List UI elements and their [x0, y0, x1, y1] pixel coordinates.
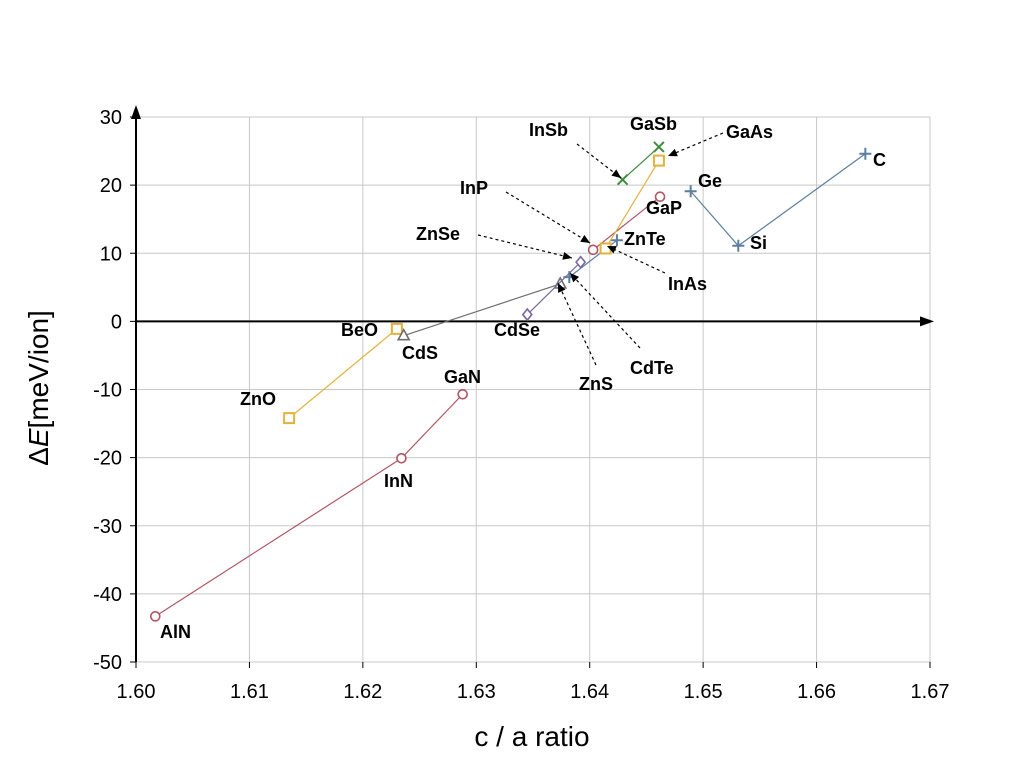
series-line	[690, 153, 866, 247]
x-tick-label: 1.64	[570, 681, 609, 703]
axes	[130, 105, 934, 668]
arrowhead-inas	[607, 246, 617, 254]
x-tick-label: 1.60	[117, 681, 156, 703]
point-label-znse: ZnSe	[416, 224, 460, 244]
y-axis-title: ΔE[meV/ion]	[23, 310, 54, 466]
y-tick-label: 10	[100, 243, 122, 265]
x-tick-label: 1.67	[911, 681, 950, 703]
arrow-znse	[477, 234, 573, 259]
y-tick-label: -50	[93, 652, 122, 674]
point-marker-ge	[684, 185, 697, 198]
y-tick-label: 20	[100, 175, 122, 197]
series-line	[154, 393, 464, 617]
point-marker-si	[732, 239, 745, 252]
point-marker-inn	[396, 453, 407, 464]
arrowhead-zns	[558, 283, 566, 293]
point-marker-inp	[587, 244, 599, 256]
y-tick-label: -20	[93, 448, 122, 470]
y-tick-label: -40	[93, 584, 122, 606]
arrow-inas	[606, 245, 666, 274]
arrowhead-cdte	[570, 273, 580, 283]
series-line	[622, 146, 660, 181]
series-line	[592, 196, 661, 251]
series-line	[288, 328, 398, 419]
point-marker-znte	[610, 234, 623, 247]
y-axis-arrowhead	[131, 105, 141, 119]
point-marker-gan	[457, 388, 468, 400]
point-label-c: C	[873, 150, 886, 170]
x-tick-label: 1.63	[457, 681, 496, 703]
point-marker-aln	[149, 611, 161, 622]
point-label-inn: InN	[384, 471, 413, 491]
tick-labels: 1.60 1.61 1.62 1.63 1.64 1.65 1.66 1.67 30 20 10 0 -…	[93, 107, 949, 703]
point-label-zno: ZnO	[240, 389, 276, 409]
x-tick-label: 1.65	[684, 681, 723, 703]
point-label-inas: InAs	[668, 274, 707, 294]
point-marker-gap	[654, 191, 666, 203]
point-label-aln: AlN	[160, 622, 191, 642]
point-marker-cdse	[521, 307, 533, 322]
point-marker-beo	[390, 322, 403, 335]
point-marker-gasb	[653, 141, 665, 153]
x-tick-label: 1.62	[343, 681, 382, 703]
y-tick-label: -10	[93, 380, 122, 402]
zero-axis-arrowhead	[920, 316, 934, 327]
series-line	[403, 283, 561, 337]
arrow-gaas	[667, 132, 724, 157]
arrowhead-inp	[580, 234, 590, 243]
y-axis-title-unit: [meV/ion]	[23, 310, 54, 428]
point-label-znte: ZnTe	[624, 229, 666, 249]
point-label-ge: Ge	[698, 171, 722, 191]
x-tick-label: 1.66	[797, 681, 836, 703]
x-tick-label: 1.61	[230, 681, 269, 703]
point-label-cdte: CdTe	[630, 358, 674, 378]
point-label-cdse: CdSe	[494, 320, 540, 340]
series-line	[526, 261, 582, 315]
arrowhead-znse	[562, 251, 572, 260]
arrow-cdte	[569, 272, 641, 349]
point-marker-c	[859, 147, 872, 160]
y-tick-label: 30	[100, 107, 122, 129]
point-label-insb: InSb	[529, 120, 568, 140]
point-marker-cds	[396, 328, 411, 341]
point-label-gasb: GaSb	[630, 114, 677, 134]
point-label-gan: GaN	[444, 367, 481, 387]
point-label-inp: InP	[460, 178, 488, 198]
y-tick-label: -30	[93, 516, 122, 538]
point-labels: AlN InN GaN ZnO BeO CdS ZnS CdSe ZnSe CdTe ZnTe InP…	[160, 114, 886, 642]
point-label-gap: GaP	[646, 198, 682, 218]
arrowhead-insb	[611, 169, 621, 178]
x-axis-title: c / a ratio	[474, 721, 589, 752]
grid	[136, 116, 931, 663]
y-tick-label: 0	[111, 311, 122, 333]
series-layer	[149, 141, 872, 622]
point-label-gaas: GaAs	[726, 122, 773, 142]
annotation-arrows	[477, 132, 724, 366]
point-label-beo: BeO	[341, 320, 378, 340]
y-axis-title-prefix: Δ	[23, 447, 54, 466]
point-marker-gaas	[652, 154, 665, 167]
point-label-si: Si	[750, 233, 767, 253]
point-label-zns: ZnS	[579, 374, 613, 394]
point-label-cds: CdS	[402, 343, 438, 363]
y-axis-title-symbol: E	[23, 428, 54, 447]
point-marker-inas	[599, 242, 612, 255]
arrowhead-gaas	[668, 148, 678, 157]
arrow-inp	[505, 191, 591, 244]
series-line	[605, 160, 660, 249]
point-marker-zno	[283, 412, 296, 425]
